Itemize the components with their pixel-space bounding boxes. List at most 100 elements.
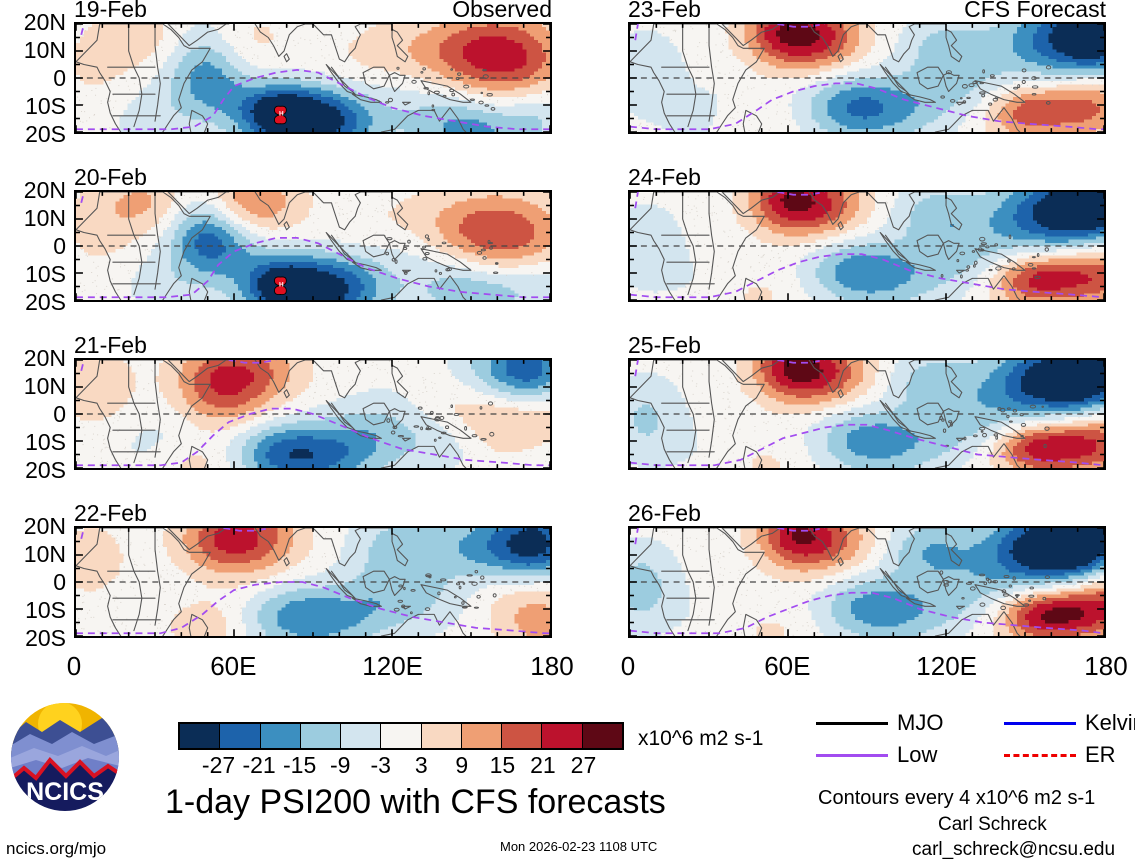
map-plot-area — [628, 526, 1106, 638]
legend-label: Kelvin x2 — [1085, 712, 1135, 734]
island-dots — [939, 570, 1051, 611]
ncics-logo: NCICS — [10, 702, 120, 812]
legend-line-swatch — [1004, 753, 1076, 757]
panel-25-feb: 25-Feb — [628, 334, 1106, 470]
colorbar-swatch-8 — [502, 724, 543, 748]
axis-ticks — [630, 360, 1104, 468]
x-tick-0-col2: 0 — [588, 653, 668, 679]
axis-ticks — [76, 192, 550, 300]
map-plot-area — [628, 190, 1106, 302]
legend-item-low: Low — [816, 744, 937, 766]
panel-19-feb: 19-Feb Observed H — [74, 0, 552, 134]
panel-20-feb: 20-Feb H — [74, 166, 552, 302]
axis-ticks — [630, 528, 1104, 636]
x-tick-60E-col1: 60E — [193, 653, 273, 679]
stipple-texture — [632, 24, 1103, 132]
y-tick-0: 0 — [0, 235, 66, 258]
low-contour-top — [80, 528, 85, 540]
logo-label: NCICS — [26, 778, 104, 806]
colorbar-tick--9: -9 — [310, 754, 370, 777]
panel-26-feb: 26-Feb — [628, 502, 1106, 638]
coastlines — [76, 192, 472, 300]
legend-item-er: ER — [1004, 744, 1116, 766]
x-tick-180-col2: 180 — [1066, 653, 1135, 679]
low-contour — [630, 591, 1104, 635]
map-plot-area — [74, 358, 552, 470]
island-dots — [385, 234, 499, 275]
axis-ticks — [76, 360, 550, 468]
panel-date-label: 21-Feb — [74, 334, 147, 357]
map-plot-area: H — [74, 22, 552, 134]
low-contour-arc — [777, 192, 826, 196]
panel-21-feb: 21-Feb — [74, 334, 552, 470]
colorbar-swatch-10 — [582, 724, 622, 748]
y-tick-10S: 10S — [0, 431, 66, 454]
low-contour-top — [634, 24, 639, 41]
y-tick-20N: 20N — [0, 179, 66, 202]
legend-label: MJO — [897, 712, 943, 734]
anomaly-shading — [76, 192, 550, 300]
panel-23-feb: 23-Feb CFS Forecast — [628, 0, 1106, 134]
panel-date-label: 20-Feb — [74, 166, 147, 189]
panel-date-label: 25-Feb — [628, 334, 701, 357]
island-dots — [385, 66, 496, 112]
colorbar-swatch-5 — [381, 724, 422, 748]
island-dots — [939, 404, 1050, 449]
coastlines — [630, 192, 1026, 300]
legend-line-swatch — [1004, 721, 1076, 725]
panel-date-label: 19-Feb — [74, 0, 147, 21]
colorbar-units-label: x10^6 m2 s-1 — [638, 728, 763, 749]
island-dots — [393, 569, 497, 615]
panel-date-label: 26-Feb — [628, 502, 701, 525]
anomaly-shading — [630, 360, 1104, 468]
colorbar-swatch-3 — [300, 724, 342, 748]
legend-item-kelvin-x2: Kelvin x2 — [1004, 712, 1135, 734]
colorbar-tick--3: -3 — [351, 754, 411, 777]
y-tick-20N: 20N — [0, 515, 66, 538]
figure-title: 1-day PSI200 with CFS forecasts — [165, 785, 666, 819]
legend-label: ER — [1085, 744, 1116, 766]
y-tick-20N: 20N — [0, 347, 66, 370]
column-header-left: Observed — [452, 0, 552, 21]
axis-ticks — [630, 24, 1104, 132]
anomaly-shading — [630, 528, 1104, 636]
stipple-texture — [76, 528, 548, 636]
colorbar-swatch-6 — [421, 724, 462, 748]
colorbar-swatch-9 — [542, 724, 583, 748]
y-tick-10N: 10N — [0, 207, 66, 230]
panel-24-feb: 24-Feb — [628, 166, 1106, 302]
colorbar-swatch-0 — [180, 724, 221, 748]
y-tick-20S: 20S — [0, 627, 66, 650]
panel-date-label: 22-Feb — [74, 502, 147, 525]
colorbar-tick--15: -15 — [270, 754, 330, 777]
stipple-texture — [632, 192, 1096, 300]
anomaly-shading — [76, 528, 550, 636]
map-plot-area — [628, 358, 1106, 470]
anomaly-shading — [76, 360, 550, 468]
colorbar-tick-27: 27 — [553, 754, 613, 777]
panel-date-label: 23-Feb — [628, 0, 701, 21]
legend-line-swatch — [816, 753, 888, 757]
y-tick-10N: 10N — [0, 39, 66, 62]
coastlines — [76, 24, 472, 132]
colorbar-tick-3: 3 — [391, 754, 451, 777]
colorbar-swatch-1 — [220, 724, 261, 748]
island-dots — [940, 234, 1049, 280]
coastlines — [630, 360, 1026, 468]
map-plot-area — [628, 22, 1106, 134]
y-tick-10N: 10N — [0, 375, 66, 398]
y-tick-0: 0 — [0, 67, 66, 90]
coastlines — [630, 24, 1026, 132]
y-tick-20S: 20S — [0, 459, 66, 482]
y-tick-0: 0 — [0, 571, 66, 594]
y-tick-10S: 10S — [0, 599, 66, 622]
low-contour-top — [80, 360, 85, 372]
axis-ticks — [76, 528, 550, 636]
low-contour-top — [634, 360, 639, 377]
svg-text:H: H — [279, 111, 284, 118]
stipple-texture — [76, 360, 549, 468]
axis-ticks — [630, 192, 1104, 300]
low-contour-arc — [777, 360, 826, 364]
axis-ticks — [76, 24, 550, 132]
y-tick-20S: 20S — [0, 291, 66, 314]
